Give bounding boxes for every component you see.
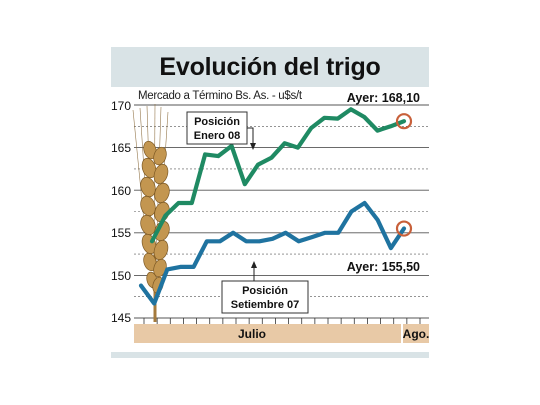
series-line-setiembre	[138, 200, 407, 306]
callout-enero-line2: Enero 08	[194, 130, 240, 142]
marker-layer	[395, 113, 413, 237]
y-tick-label: 160	[111, 184, 131, 198]
callout-enero-leader	[247, 127, 254, 147]
y-tick-label: 165	[111, 141, 131, 155]
chart-title: Evolución del trigo	[159, 53, 381, 81]
callout-setiembre-box	[221, 280, 309, 314]
x-tick-marks	[143, 318, 421, 324]
last-value-marker-enero	[395, 113, 413, 130]
x-axis-band: Julio Ago.	[134, 324, 429, 343]
callout-setiembre-line2: Setiembre 07	[231, 299, 299, 311]
last-value-marker-setiembre	[395, 220, 413, 237]
y-tick-labels: 145 150 155 160 165 170	[111, 99, 131, 325]
y-tick-label: 170	[111, 99, 131, 113]
x-axis-band-fill	[134, 324, 429, 343]
x-label-julio: Julio	[238, 327, 266, 341]
y-tick-label: 150	[111, 269, 131, 283]
y-tick-label: 155	[111, 226, 131, 240]
callout-enero: Posición Enero 08	[186, 111, 256, 150]
bottom-band	[111, 352, 429, 358]
chart-subtitle: Mercado a Término Bs. As. - u$s/t	[138, 90, 302, 102]
callout-enero-arrowhead	[250, 143, 256, 150]
wheat-ear-icon	[132, 103, 170, 322]
callout-enero-line1: Posición	[194, 116, 240, 128]
callout-setiembre-line1: Posición	[242, 285, 288, 297]
callout-setiembre: Posición Setiembre 07	[221, 261, 309, 314]
series-line-enero	[149, 107, 407, 244]
series-layer	[138, 107, 407, 306]
grid-layer	[134, 104, 429, 319]
callout-enero-box	[186, 111, 248, 145]
last-value-label-setiembre: Ayer: 155,50	[347, 260, 420, 274]
y-tick-label: 145	[111, 311, 131, 325]
last-value-label-enero: Ayer: 168,10	[347, 91, 420, 105]
title-band	[111, 47, 429, 87]
callout-setiembre-arrowhead	[251, 261, 257, 268]
x-label-ago: Ago.	[403, 327, 430, 341]
